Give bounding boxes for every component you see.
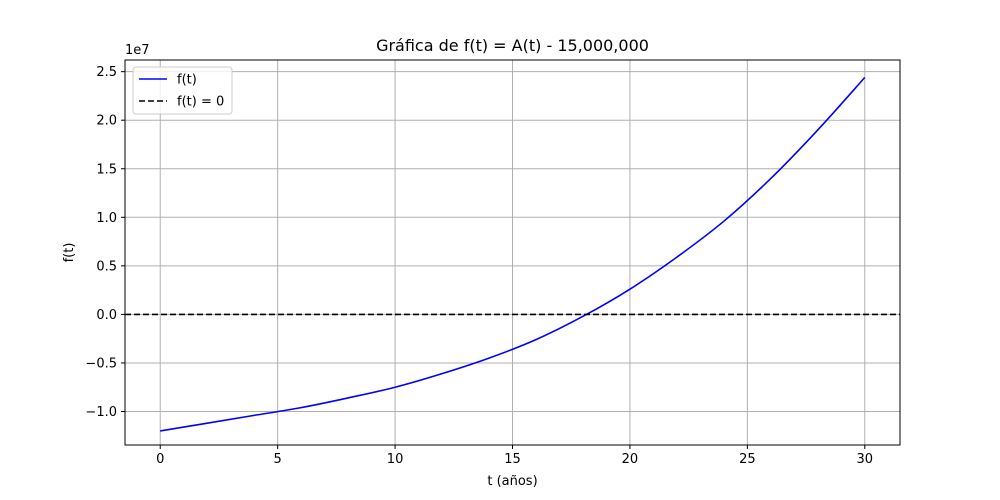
x-tick-label: 5 [274,452,282,467]
legend: f(t) f(t) = 0 [132,66,233,115]
y-tick-label: 0.0 [96,308,117,323]
x-tick-label: 25 [739,452,756,467]
x-tick-label: 30 [856,452,873,467]
chart-title: Gráfica de f(t) = A(t) - 15,000,000 [376,36,649,55]
x-tick-label: 20 [622,452,639,467]
y-tick-label: −0.5 [85,356,117,371]
y-tick-label: −1.0 [85,405,117,420]
y-offset-label: 1e7 [125,43,150,58]
legend-label-zero-line: f(t) = 0 [177,95,224,110]
x-tick-label: 0 [156,452,164,467]
x-axis-title: t (años) [487,474,537,489]
series-layer [125,76,900,432]
y-tick-label: 0.5 [96,259,117,274]
y-tick-label: 1.0 [96,211,117,226]
legend-label-f-t: f(t) [177,73,197,88]
grid [125,60,900,445]
series-line-f-t [160,76,866,432]
ticks: 0 5 10 15 20 25 30 −1.0 −0.5 0.0 0.5 1.0 1.5 2.0 2.5 [85,65,873,467]
y-tick-label: 1.5 [96,162,117,177]
y-tick-label: 2.5 [96,65,117,80]
x-tick-label: 10 [387,452,404,467]
x-tick-label: 15 [504,452,521,467]
y-tick-label: 2.0 [96,114,117,129]
y-axis-title: f(t) [62,243,77,263]
